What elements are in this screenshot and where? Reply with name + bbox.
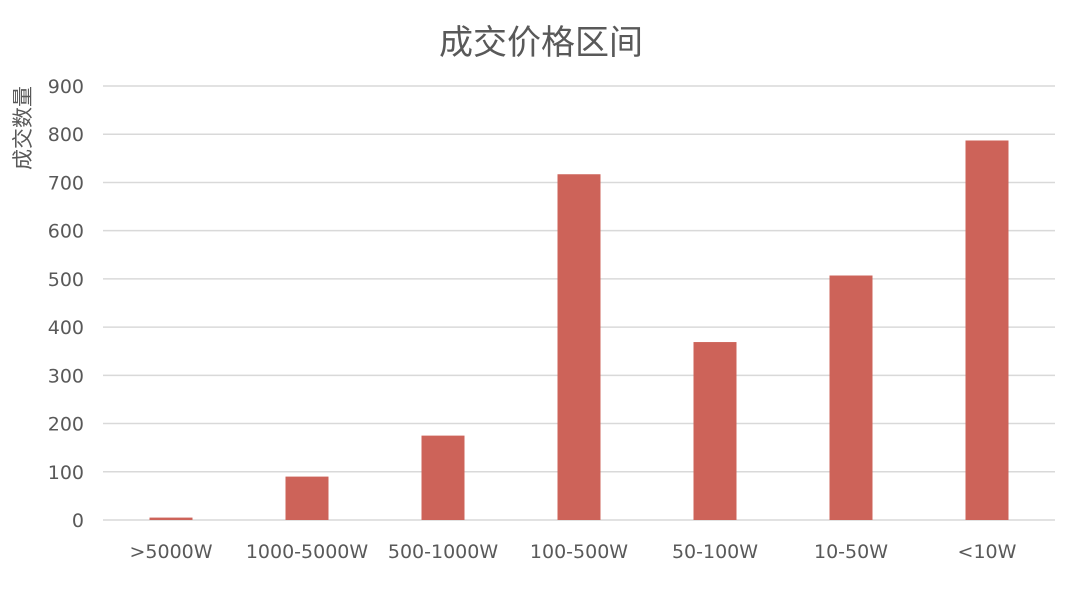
x-tick-label: <10W: [958, 541, 1017, 563]
x-tick-label: 1000-5000W: [246, 541, 369, 563]
y-tick-label: 900: [48, 76, 84, 98]
y-tick-label: 200: [48, 414, 84, 436]
y-tick-label: 600: [48, 221, 84, 243]
y-axis-label: 成交数量: [11, 86, 35, 170]
x-tick-label: 50-100W: [672, 541, 758, 563]
x-tick-label: >5000W: [129, 541, 212, 563]
bar: [965, 140, 1009, 521]
bars: [149, 140, 1009, 521]
y-tick-label: 100: [48, 462, 84, 484]
y-tick-label: 400: [48, 317, 84, 339]
x-tick-labels: >5000W 1000-5000W 500-1000W 100-500W 50-100W…: [129, 541, 1016, 563]
y-tick-label: 0: [72, 510, 84, 532]
y-tick-labels: 0 100 200 300 400 500 600 700 800 900: [48, 76, 84, 532]
bar: [693, 342, 737, 520]
y-tick-label: 500: [48, 269, 84, 291]
y-tick-label: 300: [48, 365, 84, 387]
bar: [149, 517, 193, 520]
x-tick-label: 10-50W: [814, 541, 888, 563]
y-tick-label: 800: [48, 124, 84, 146]
bar: [421, 435, 465, 520]
bar: [557, 174, 601, 520]
chart-title: 成交价格区间: [439, 23, 643, 63]
y-tick-label: 700: [48, 172, 84, 194]
x-tick-label: 500-1000W: [388, 541, 498, 563]
bar: [285, 476, 329, 520]
bar: [829, 275, 873, 520]
x-tick-label: 100-500W: [530, 541, 628, 563]
